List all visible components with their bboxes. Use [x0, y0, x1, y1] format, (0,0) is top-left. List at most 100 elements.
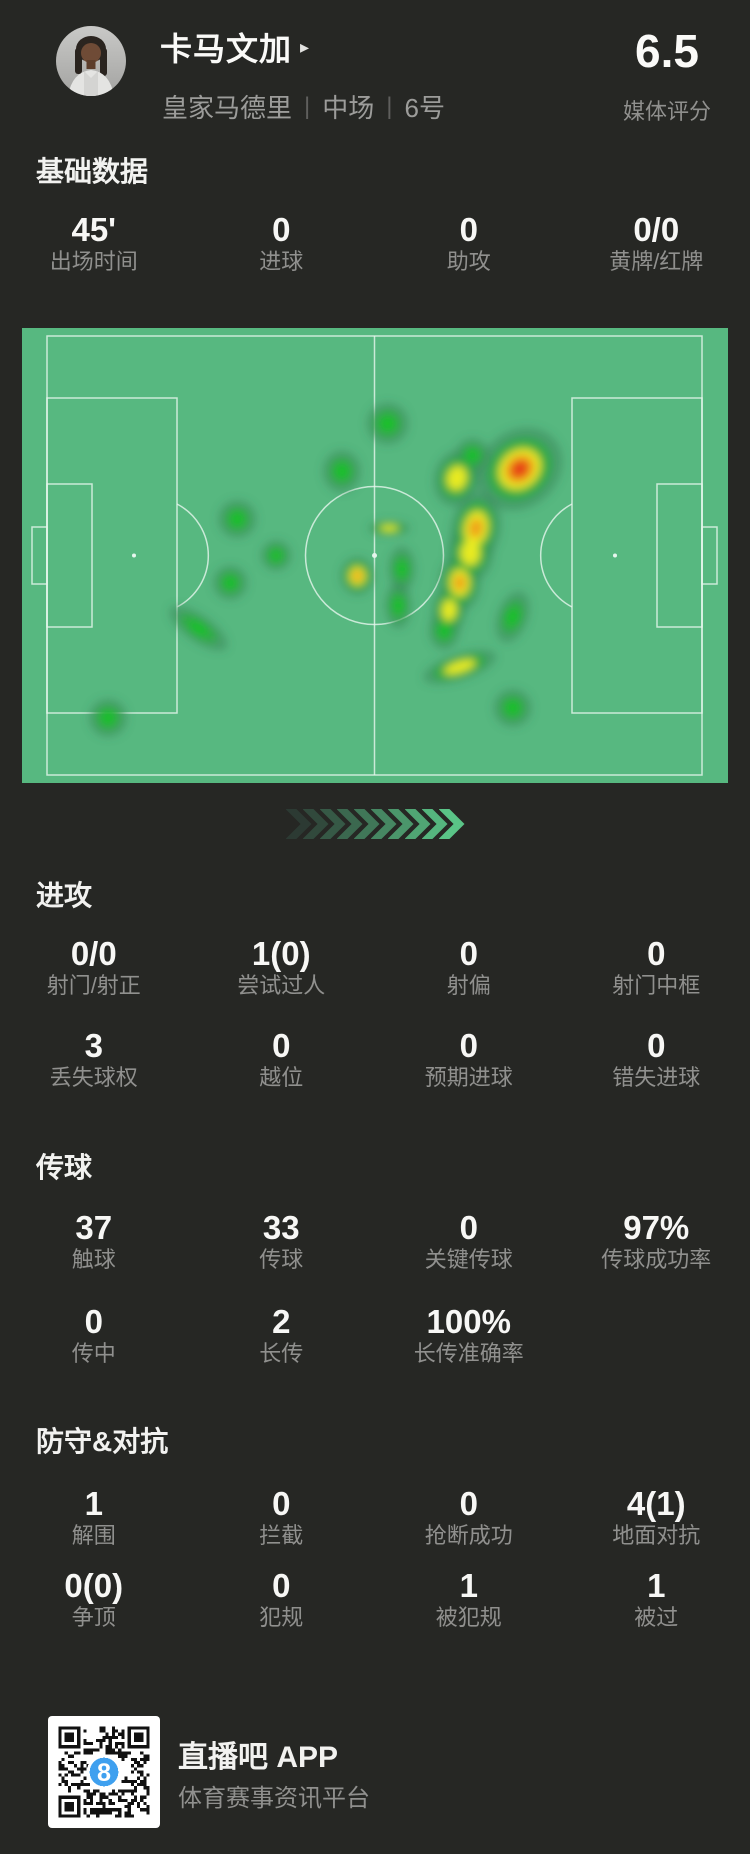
heat-blob [231, 513, 244, 526]
heat-blob [441, 599, 457, 621]
stat-label: 被过 [634, 1605, 679, 1630]
stat-label: 解围 [71, 1523, 116, 1548]
stat-crosses: 0 传中 [0, 1304, 188, 1366]
rating-label: 媒体评分 [622, 99, 711, 124]
stat-label: 射门中框 [612, 973, 701, 998]
attack-stats-row-2: 3 丢失球权 0 越位 0 预期进球 0 错失进球 [0, 1028, 750, 1090]
heat-blob [444, 659, 476, 675]
defense-stats-row-2: 0(0) 争顶 0 犯规 1 被犯规 1 被过 [0, 1568, 750, 1630]
stat-pass-accuracy: 97% 传球成功率 [563, 1210, 750, 1272]
attack-stats-row-1: 0/0 射门/射正 1(0) 尝试过人 0 射偏 0 射门中框 [0, 936, 750, 998]
heat-blob [460, 540, 481, 566]
stat-tackles-won: 0 抢断成功 [375, 1486, 563, 1548]
media-rating: 6.5 媒体评分 [582, 26, 750, 126]
stat-label: 争顶 [71, 1605, 116, 1630]
stat-possession-lost: 3 丢失球权 [0, 1028, 188, 1090]
stat-label: 抢断成功 [424, 1523, 513, 1548]
stat-label: 被犯规 [435, 1605, 502, 1630]
stat-shots-off-target: 0 射偏 [375, 936, 563, 998]
heat-blob [467, 450, 478, 461]
stat-value: 100% [426, 1303, 511, 1340]
player-photo [68, 36, 114, 96]
player-position: 中场 [322, 93, 375, 123]
stat-label: 射门/射正 [46, 973, 141, 998]
stat-aerial-duels: 0(0) 争顶 [0, 1568, 188, 1630]
stat-label: 传球 [259, 1247, 304, 1272]
stat-offsides: 0 越位 [188, 1028, 376, 1090]
player-name-row[interactable]: 卡马文加 ▸ [160, 28, 310, 67]
team-name: 皇家马德里 [162, 93, 293, 123]
stat-value: 1 [647, 1567, 666, 1604]
stat-goals: 0 进球 [188, 212, 376, 274]
stat-value: 0 [647, 1027, 666, 1064]
stat-value: 2 [272, 1303, 291, 1340]
stat-minutes-played: 45' 出场时间 [0, 212, 188, 274]
heat-blob [394, 598, 403, 613]
stat-value: 0 [459, 935, 478, 972]
stat-value: 0 [84, 1303, 103, 1340]
section-title-defense: 防守&对抗 [36, 1426, 169, 1457]
stat-dribbled-past: 1 被过 [563, 1568, 750, 1630]
heat-blob [469, 518, 483, 539]
stat-label: 预期进球 [424, 1065, 513, 1090]
stat-value: 0 [459, 1485, 478, 1522]
stat-shots-woodwork: 0 射门中框 [563, 936, 750, 998]
stat-label: 长传准确率 [413, 1341, 524, 1366]
app-tagline: 体育赛事资讯平台 [178, 1785, 370, 1812]
stat-label: 拦截 [259, 1523, 304, 1548]
chevron-divider [0, 808, 750, 840]
stat-label: 越位 [259, 1065, 304, 1090]
stat-passes: 33 传球 [188, 1210, 376, 1272]
stat-label: 进球 [259, 249, 304, 274]
stat-clearances: 1 解围 [0, 1486, 188, 1548]
shirt-number: 6号 [404, 93, 445, 123]
separator: | [304, 92, 311, 120]
stat-cards: 0/0 黄牌/红牌 [563, 212, 750, 274]
heat-blob [335, 464, 348, 478]
heatmap-layer [89, 402, 563, 737]
heatmap-pitch [22, 328, 728, 783]
expand-arrow-icon: ▸ [300, 37, 310, 57]
stat-label: 关键传球 [424, 1247, 513, 1272]
stat-long-balls: 2 长传 [188, 1304, 376, 1366]
stat-label: 错失进球 [612, 1065, 701, 1090]
stat-value: 0/0 [70, 935, 117, 972]
stat-touches: 37 触球 [0, 1210, 188, 1272]
heat-blob [397, 561, 407, 577]
player-avatar [56, 26, 126, 96]
stat-value: 97% [623, 1209, 690, 1246]
separator: | [386, 92, 393, 120]
rating-value: 6.5 [635, 25, 699, 77]
stat-label: 传中 [71, 1341, 116, 1366]
heat-blob [271, 550, 281, 561]
stat-value: 33 [262, 1209, 300, 1246]
heat-blob [506, 701, 519, 714]
stat-fouls: 0 犯规 [188, 1568, 376, 1630]
stat-value: 0 [459, 1027, 478, 1064]
stat-label: 地面对抗 [612, 1523, 701, 1548]
stat-interceptions: 0 拦截 [188, 1486, 376, 1548]
heat-blob [381, 416, 395, 431]
stat-value: 45' [71, 211, 117, 248]
stat-label: 出场时间 [49, 249, 138, 274]
stat-value: 0 [272, 1567, 291, 1604]
qr-logo-badge [86, 1754, 122, 1790]
defense-stats-row-1: 1 解围 0 拦截 0 抢断成功 4(1) 地面对抗 [0, 1486, 750, 1548]
stat-label: 射偏 [446, 973, 491, 998]
heat-blob [507, 608, 519, 625]
stat-value: 0 [272, 211, 291, 248]
qr-badge-text: 8 [97, 1759, 111, 1787]
stat-value: 1 [459, 1567, 478, 1604]
heat-blob [352, 570, 363, 582]
stat-expected-goals: 0 预期进球 [375, 1028, 563, 1090]
passing-stats-row-1: 37 触球 33 传球 0 关键传球 97% 传球成功率 [0, 1210, 750, 1272]
stat-value: 1 [84, 1485, 103, 1522]
stat-label: 犯规 [259, 1605, 304, 1630]
heat-blob [454, 575, 466, 591]
heat-blob [380, 524, 399, 532]
stat-value: 0 [272, 1485, 291, 1522]
stat-value: 4(1) [626, 1485, 686, 1522]
stat-assists: 0 助攻 [375, 212, 563, 274]
stat-key-passes: 0 关键传球 [375, 1210, 563, 1272]
